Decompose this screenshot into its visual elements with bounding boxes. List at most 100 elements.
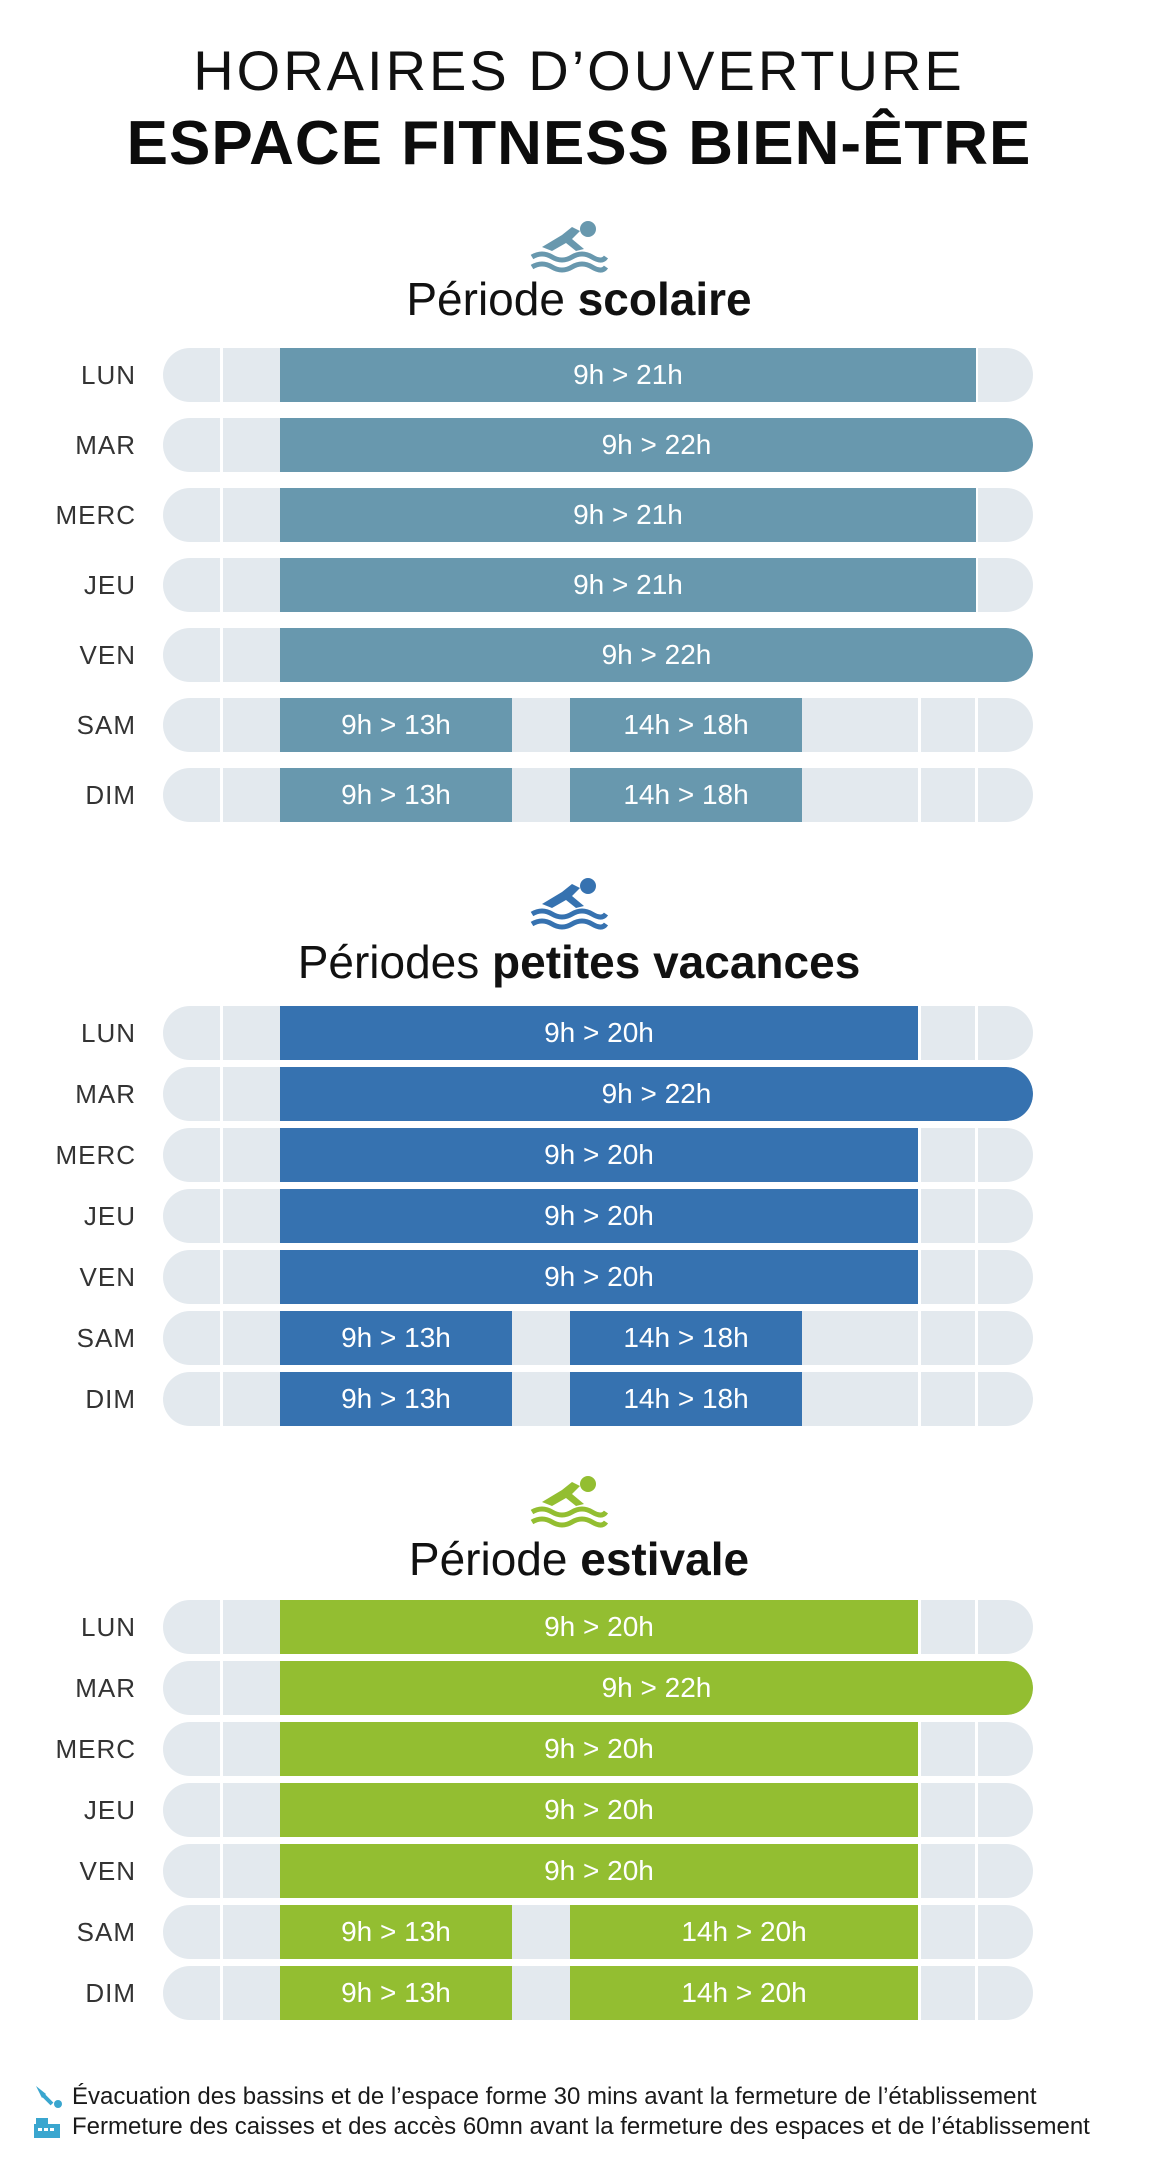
- opening-slot: 9h > 13h: [280, 1372, 512, 1426]
- track-divider: [918, 1783, 921, 1837]
- opening-slot: 9h > 20h: [280, 1128, 918, 1182]
- track-divider: [220, 1905, 223, 1959]
- hours-track: 9h > 20h: [163, 1844, 1033, 1898]
- opening-slot: 14h > 20h: [570, 1905, 918, 1959]
- period-title: Périodes petites vacances: [0, 935, 1158, 989]
- day-label: JEU: [83, 570, 136, 600]
- hours-track: 9h > 20h: [163, 1128, 1033, 1182]
- swimmer-icon: [528, 1470, 609, 1530]
- day-label: DIM: [85, 780, 136, 810]
- opening-slot: 9h > 21h: [280, 488, 976, 542]
- period-title-prefix: Période: [408, 1533, 581, 1585]
- period-title-bold: estivale: [580, 1533, 750, 1585]
- hours-track: 9h > 13h 14h > 18h: [163, 1311, 1033, 1365]
- schedule-row: VEN 9h > 22h: [0, 628, 1158, 682]
- day-label: DIM: [85, 1978, 136, 2008]
- swimmer-icon: [528, 872, 609, 932]
- track-divider: [975, 768, 978, 822]
- opening-slot: 14h > 20h: [570, 1966, 918, 2020]
- track-divider: [975, 1250, 978, 1304]
- schedule-row: MAR 9h > 22h: [0, 418, 1158, 472]
- schedule-row: SAM 9h > 13h 14h > 18h: [0, 698, 1158, 752]
- hours-track: 9h > 22h: [163, 1067, 1033, 1121]
- hours-track: 9h > 13h 14h > 18h: [163, 1372, 1033, 1426]
- schedule-row: MERC 9h > 21h: [0, 488, 1158, 542]
- day-label: SAM: [76, 710, 136, 740]
- period-title: Période scolaire: [0, 272, 1158, 326]
- page-title: HORAIRES D’OUVERTURE: [193, 39, 965, 102]
- day-label: SAM: [76, 1323, 136, 1353]
- opening-slot: 9h > 13h: [280, 1905, 512, 1959]
- opening-slot: 9h > 20h: [280, 1844, 918, 1898]
- opening-slot: 9h > 22h: [280, 628, 1033, 682]
- opening-slot: 9h > 22h: [280, 1661, 1033, 1715]
- day-label: MERC: [55, 1734, 136, 1764]
- track-divider: [220, 698, 223, 752]
- schedule-row: SAM 9h > 13h 14h > 18h: [0, 1311, 1158, 1365]
- opening-slot: 9h > 13h: [280, 1311, 512, 1365]
- footnote-text: Fermeture des caisses et des accès 60mn …: [72, 2113, 1090, 2140]
- opening-slot: 9h > 21h: [280, 348, 976, 402]
- track-divider: [975, 488, 978, 542]
- day-label: MAR: [75, 430, 136, 460]
- track-divider: [220, 1250, 223, 1304]
- hours-track: 9h > 20h: [163, 1722, 1033, 1776]
- track-divider: [220, 1128, 223, 1182]
- opening-slot: 14h > 18h: [570, 768, 802, 822]
- track-divider: [975, 1128, 978, 1182]
- schedule-row: SAM 9h > 13h 14h > 20h: [0, 1905, 1158, 1959]
- period-title-bold: scolaire: [577, 273, 752, 325]
- day-label: JEU: [83, 1795, 136, 1825]
- day-label: LUN: [80, 1018, 136, 1048]
- day-label: MERC: [55, 500, 136, 530]
- schedule-row: MAR 9h > 22h: [0, 1067, 1158, 1121]
- track-divider: [975, 1311, 978, 1365]
- period-title-prefix: Périodes: [297, 936, 493, 988]
- hours-track: 9h > 20h: [163, 1006, 1033, 1060]
- day-label: DIM: [85, 1384, 136, 1414]
- hours-track: 9h > 22h: [163, 418, 1033, 472]
- track-divider: [975, 1722, 978, 1776]
- hours-track: 9h > 22h: [163, 628, 1033, 682]
- hours-track: 9h > 21h: [163, 558, 1033, 612]
- opening-slot: 9h > 20h: [280, 1722, 918, 1776]
- opening-slot: 9h > 20h: [280, 1189, 918, 1243]
- schedule-row: VEN 9h > 20h: [0, 1844, 1158, 1898]
- track-divider: [220, 1783, 223, 1837]
- page-subtitle: ESPACE FITNESS BIEN-ÊTRE: [126, 109, 1032, 178]
- day-label: MAR: [75, 1673, 136, 1703]
- schedule-row: LUN 9h > 20h: [0, 1600, 1158, 1654]
- track-divider: [918, 1844, 921, 1898]
- track-divider: [220, 1006, 223, 1060]
- day-label: VEN: [79, 640, 136, 670]
- track-divider: [918, 1722, 921, 1776]
- opening-slot: 9h > 20h: [280, 1006, 918, 1060]
- track-divider: [220, 1722, 223, 1776]
- track-divider: [220, 1189, 223, 1243]
- schedule-row: JEU 9h > 21h: [0, 558, 1158, 612]
- opening-slot: 9h > 21h: [280, 558, 976, 612]
- day-label: JEU: [83, 1201, 136, 1231]
- track-divider: [975, 1783, 978, 1837]
- hours-track: 9h > 20h: [163, 1783, 1033, 1837]
- track-divider: [975, 1372, 978, 1426]
- schedule-row: MAR 9h > 22h: [0, 1661, 1158, 1715]
- opening-slot: 9h > 20h: [280, 1250, 918, 1304]
- period-title-prefix: Période: [406, 273, 578, 325]
- track-divider: [918, 768, 921, 822]
- hours-track: 9h > 13h 14h > 18h: [163, 768, 1033, 822]
- schedule-row: LUN 9h > 21h: [0, 348, 1158, 402]
- hours-track: 9h > 13h 14h > 20h: [163, 1966, 1033, 2020]
- day-label: VEN: [79, 1856, 136, 1886]
- track-divider: [220, 1966, 223, 2020]
- opening-slot: 9h > 20h: [280, 1783, 918, 1837]
- schedule-row: DIM 9h > 13h 14h > 18h: [0, 1372, 1158, 1426]
- track-divider: [220, 1372, 223, 1426]
- day-label: MAR: [75, 1079, 136, 1109]
- opening-slot: 14h > 18h: [570, 698, 802, 752]
- schedule-row: LUN 9h > 20h: [0, 1006, 1158, 1060]
- track-divider: [220, 488, 223, 542]
- footnote-line: Évacuation des bassins et de l’espace fo…: [24, 2082, 1144, 2112]
- track-divider: [918, 1905, 921, 1959]
- track-divider: [975, 1006, 978, 1060]
